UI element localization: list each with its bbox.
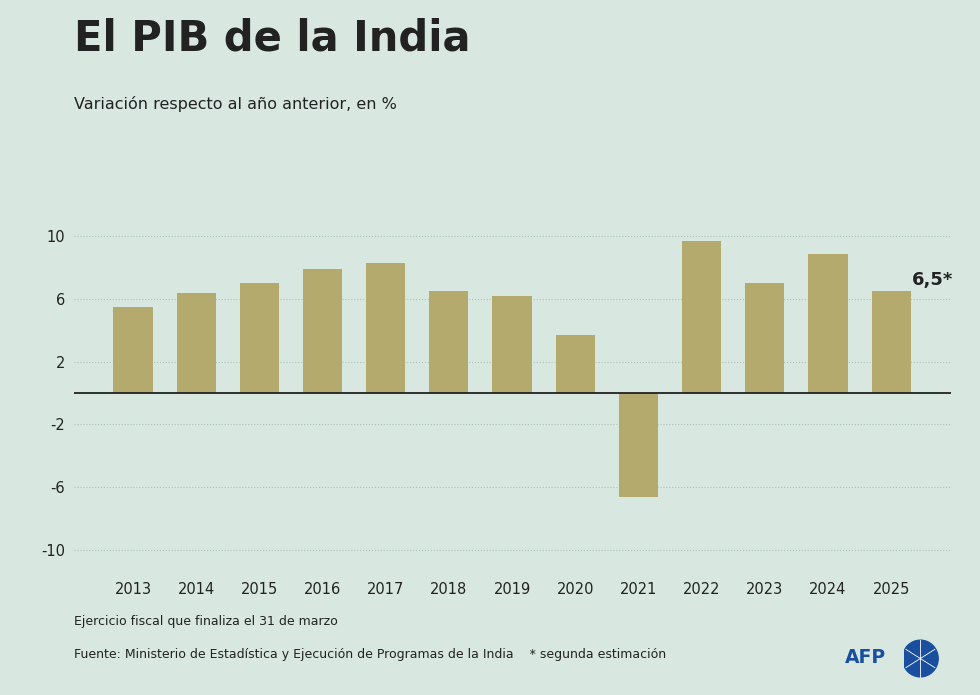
Bar: [176, 293, 216, 393]
Bar: [240, 284, 279, 393]
Bar: [682, 241, 721, 393]
Bar: [367, 263, 406, 393]
Text: El PIB de la India: El PIB de la India: [74, 17, 470, 59]
Bar: [114, 307, 153, 393]
Bar: [556, 335, 595, 393]
Circle shape: [903, 640, 938, 677]
Text: Ejercicio fiscal que finaliza el 31 de marzo: Ejercicio fiscal que finaliza el 31 de m…: [74, 615, 337, 628]
Text: 6,5*: 6,5*: [912, 271, 954, 289]
Text: Variación respecto al año anterior, en %: Variación respecto al año anterior, en %: [74, 96, 396, 112]
Bar: [745, 284, 784, 393]
Text: Fuente: Ministerio de Estadística y Ejecución de Programas de la India    * segu: Fuente: Ministerio de Estadística y Ejec…: [74, 648, 665, 661]
Bar: [618, 393, 658, 496]
Bar: [871, 291, 910, 393]
Bar: [429, 291, 468, 393]
Bar: [493, 296, 531, 393]
Bar: [303, 269, 342, 393]
Text: AFP: AFP: [845, 648, 886, 667]
Bar: [808, 254, 848, 393]
